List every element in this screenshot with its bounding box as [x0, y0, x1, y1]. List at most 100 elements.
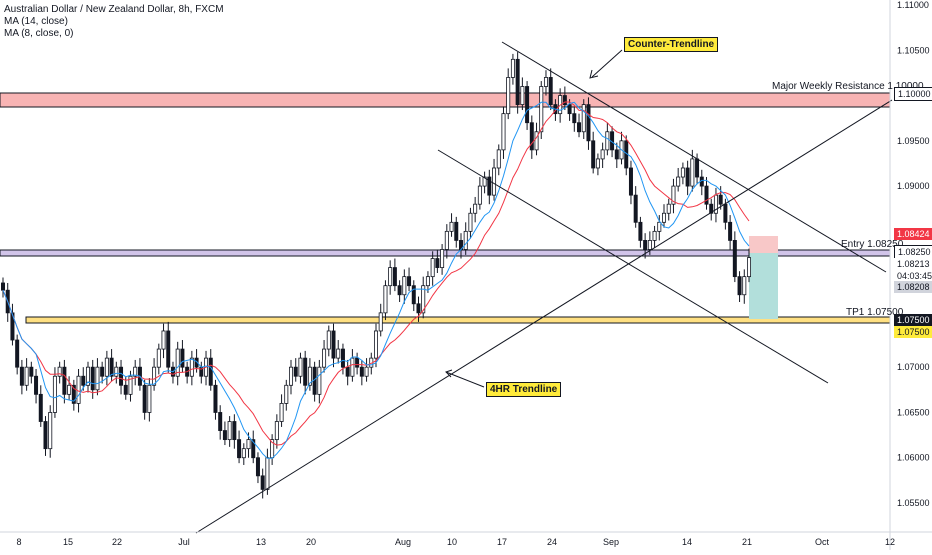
- candle-up: [543, 77, 548, 87]
- candle-up: [676, 176, 681, 187]
- x-tick-label: Sep: [603, 537, 619, 547]
- candle-down: [732, 240, 737, 278]
- counter-trendline-callout: Counter-Trendline: [624, 37, 719, 52]
- candle-down: [293, 366, 298, 377]
- candle-up: [175, 348, 180, 377]
- candle-up: [373, 330, 378, 359]
- candle-up: [307, 366, 312, 386]
- candle-up: [57, 366, 62, 377]
- candle-up: [534, 131, 539, 151]
- counter-trendline-arrow: [591, 49, 623, 78]
- resistance-label: Major Weekly Resistance 1.10000: [772, 81, 924, 92]
- candle-up: [605, 131, 610, 151]
- time-axis[interactable]: 8 15 22 Jul 13 20 Aug 10 17 24 Sep 14 21 Oct 12: [16, 537, 895, 547]
- ma-upper-price-tag: 1.08424: [894, 228, 932, 240]
- x-tick-label: 17: [497, 537, 507, 547]
- candle-up: [425, 276, 430, 287]
- candle-up: [52, 375, 57, 413]
- candle-down: [728, 221, 733, 241]
- candle-down: [359, 366, 364, 377]
- candle-down: [572, 113, 577, 124]
- candle-down: [213, 384, 218, 413]
- candle-up: [680, 167, 685, 178]
- candle-up: [156, 348, 161, 368]
- candle-up: [444, 230, 449, 250]
- candle-down: [166, 330, 171, 368]
- candle-up: [652, 230, 657, 241]
- candle-down: [628, 167, 633, 196]
- candle-up: [104, 357, 109, 377]
- candle-up: [666, 203, 671, 214]
- resistance-price-tag: 1.10000: [894, 87, 932, 101]
- candle-up: [713, 194, 718, 214]
- tp1-price-tag: 1.07500: [894, 314, 932, 326]
- candle-down: [435, 258, 440, 268]
- candle-up: [85, 366, 90, 386]
- candle-up: [48, 412, 53, 450]
- candle-up: [317, 366, 322, 395]
- candle-down: [633, 194, 638, 223]
- x-tick-label: 15: [63, 537, 73, 547]
- candles-group: [0, 52, 752, 499]
- candle-down: [515, 58, 520, 106]
- candle-down: [0, 282, 6, 291]
- candle-up: [506, 77, 511, 115]
- candle-down: [416, 303, 421, 314]
- candle-up: [501, 113, 506, 151]
- y-tick-label: 1.05500: [897, 498, 930, 508]
- candle-down: [260, 475, 265, 490]
- y-tick-label: 1.09000: [897, 181, 930, 191]
- x-tick-label: 13: [256, 537, 266, 547]
- candle-down: [100, 366, 105, 377]
- candle-down: [345, 366, 350, 377]
- candle-up: [671, 185, 676, 205]
- candle-up: [152, 366, 157, 386]
- y-tick-label: 1.07000: [897, 362, 930, 372]
- candle-up: [388, 267, 393, 287]
- candle-down: [454, 221, 459, 241]
- x-tick-label: Oct: [815, 537, 830, 547]
- candle-down: [81, 375, 86, 386]
- candle-down: [392, 267, 397, 287]
- candle-up: [189, 357, 194, 377]
- candle-down: [723, 203, 728, 223]
- candle-up: [274, 421, 279, 441]
- candle-down: [208, 357, 213, 386]
- candle-up: [742, 276, 747, 296]
- candle-down: [303, 357, 308, 386]
- x-tick-label: 10: [447, 537, 457, 547]
- candle-up: [477, 185, 482, 205]
- candle-up: [289, 366, 294, 386]
- y-tick-label: 1.06500: [897, 407, 930, 417]
- candle-down: [232, 421, 237, 441]
- x-tick-label: 24: [547, 537, 557, 547]
- candle-up: [298, 357, 303, 377]
- y-tick-label: 1.11000: [897, 0, 929, 10]
- candle-up: [114, 366, 119, 377]
- candle-down: [487, 176, 492, 196]
- candle-up: [336, 348, 341, 359]
- candle-up: [657, 221, 662, 232]
- candle-up: [430, 258, 435, 278]
- candle-up: [449, 221, 454, 232]
- candle-up: [24, 366, 29, 386]
- candle-down: [10, 312, 15, 341]
- candle-up: [496, 149, 501, 169]
- candle-up: [246, 439, 251, 450]
- candle-down: [29, 366, 34, 377]
- candle-up: [284, 384, 289, 404]
- counter-trendline-arrowhead: [589, 69, 599, 79]
- candle-down: [251, 439, 256, 459]
- candle-down: [331, 330, 336, 359]
- ma-lower-price-tag: 1.08208: [894, 281, 932, 293]
- candle-down: [355, 357, 360, 368]
- candle-up: [67, 384, 72, 395]
- y-tick-label: 1.09500: [897, 136, 930, 146]
- candle-down: [548, 77, 553, 106]
- candle-down: [19, 366, 24, 386]
- candle-down: [685, 167, 690, 187]
- candle-up: [227, 421, 232, 441]
- candle-down: [43, 421, 48, 450]
